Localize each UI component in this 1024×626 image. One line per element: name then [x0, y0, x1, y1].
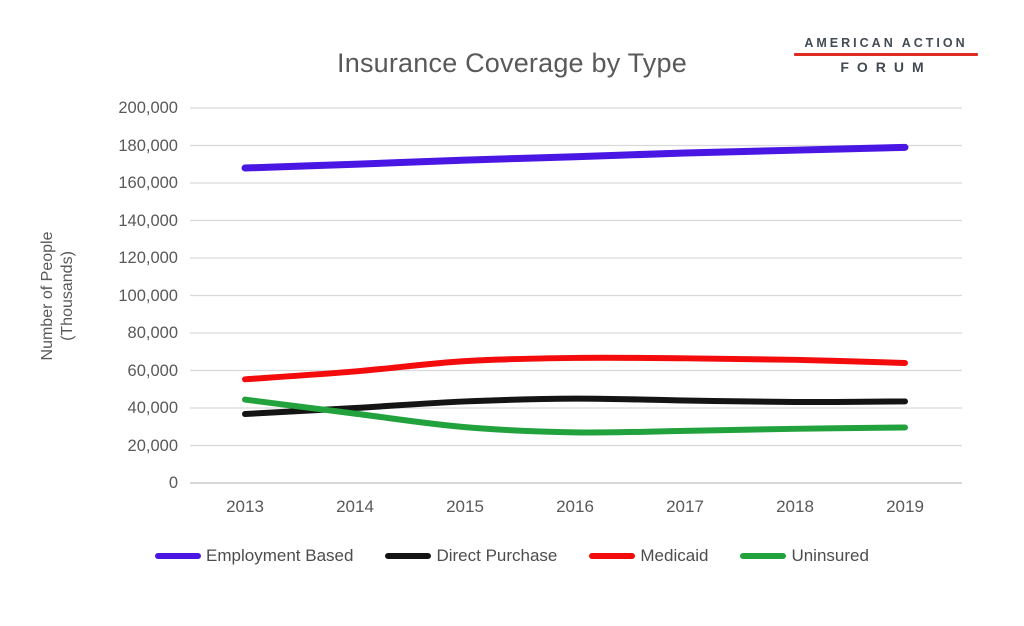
y-tick-label: 0	[168, 474, 178, 492]
chart-title: Insurance Coverage by Type	[337, 48, 687, 78]
legend-item-medicaid: Medicaid	[589, 546, 708, 566]
y-axis-title-line1: Number of People	[39, 231, 56, 361]
legend-item-employment-based: Employment Based	[155, 546, 353, 566]
y-tick-label: 200,000	[118, 99, 178, 117]
legend-item-uninsured: Uninsured	[740, 546, 869, 566]
legend-swatch-uninsured	[740, 553, 787, 559]
x-tick-label: 2014	[336, 497, 374, 516]
x-tick-label: 2017	[666, 497, 704, 516]
legend-swatch-medicaid	[589, 553, 636, 559]
y-tick-label: 80,000	[127, 324, 178, 342]
legend: Employment Based Direct Purchase Medicai…	[0, 546, 1024, 566]
logo-red-underline	[794, 53, 978, 56]
legend-label: Uninsured	[791, 546, 869, 565]
american-action-forum-logo: AMERICAN ACTION FORUM	[794, 36, 978, 75]
y-tick-label: 140,000	[118, 211, 178, 230]
y-tick-label: 40,000	[127, 399, 178, 417]
series-line-employment-based	[241, 143, 909, 172]
y-tick-label: 160,000	[118, 174, 178, 192]
legend-swatch-direct-purchase	[385, 553, 432, 559]
y-tick-label: 180,000	[118, 136, 178, 155]
y-tick-label: 120,000	[118, 249, 178, 267]
x-tick-label: 2019	[886, 497, 924, 516]
y-axis-title: Number of People (Thousands)	[38, 232, 78, 361]
logo-text-top: AMERICAN ACTION	[804, 36, 968, 50]
y-axis-title-line2: (Thousands)	[59, 251, 76, 341]
y-tick-label: 60,000	[127, 361, 178, 380]
y-tick-label: 100,000	[118, 286, 178, 305]
legend-label: Medicaid	[640, 546, 709, 565]
series-line-uninsured	[242, 396, 908, 436]
legend-swatch-employment-based	[155, 553, 202, 559]
legend-item-direct-purchase: Direct Purchase	[385, 546, 557, 566]
legend-label: Employment Based	[206, 546, 354, 565]
x-tick-label: 2016	[556, 497, 594, 516]
series-line-direct-purchase	[242, 395, 908, 417]
y-tick-label: 20,000	[127, 436, 178, 455]
logo-text-bottom: FORUM	[840, 59, 932, 75]
legend-label: Direct Purchase	[436, 546, 558, 565]
x-tick-label: 2015	[446, 497, 484, 516]
x-tick-label: 2013	[226, 497, 264, 516]
x-tick-label: 2018	[776, 497, 814, 516]
series-line-medicaid	[242, 354, 908, 383]
